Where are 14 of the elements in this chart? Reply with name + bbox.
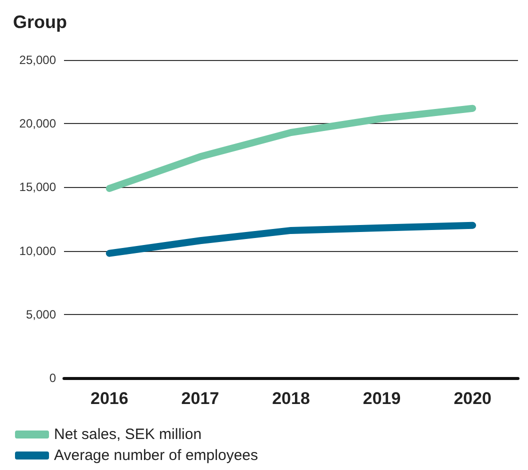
x-tick-label: 2017 [181, 389, 220, 408]
x-tick-label: 2020 [454, 389, 492, 408]
legend-label: Net sales, SEK million [54, 426, 202, 443]
y-tick-label: 25,000 [19, 53, 56, 67]
chart-title: Group [13, 12, 67, 32]
x-tick-label: 2018 [272, 389, 310, 408]
legend-label: Average number of employees [54, 447, 258, 464]
x-tick-label: 2016 [90, 389, 128, 408]
y-tick-label: 0 [49, 371, 56, 385]
y-tick-label: 15,000 [19, 180, 56, 194]
y-tick-label: 20,000 [19, 116, 56, 131]
y-tick-label: 5,000 [26, 307, 56, 322]
y-tick-label: 10,000 [19, 244, 56, 258]
x-tick-label: 2019 [362, 389, 401, 408]
